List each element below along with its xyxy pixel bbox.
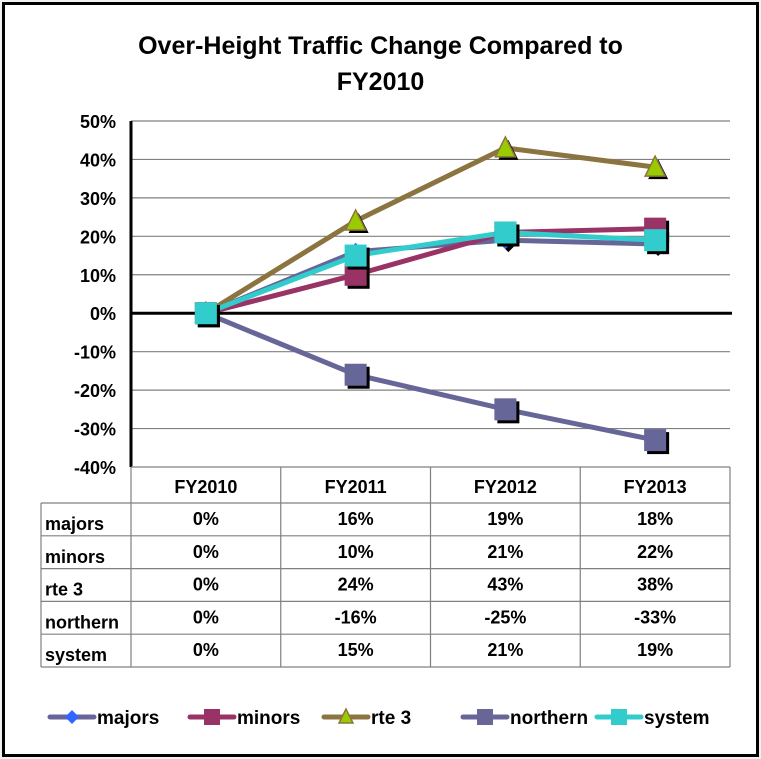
data-point-system-shape (194, 302, 217, 325)
data-point-system-shape (494, 221, 517, 244)
legend-label: northern (510, 708, 588, 729)
legend-marker-majors-icon (65, 710, 79, 724)
legend-marker-rte-3-icon-shape (337, 707, 355, 724)
table-cell: 0% (193, 607, 219, 627)
chart-title-line-2: FY2010 (336, 68, 425, 96)
table-cell: 15% (338, 640, 374, 660)
table-cell: 22% (637, 542, 673, 562)
data-point-system-shape (644, 229, 667, 252)
table-row-label: northern (45, 612, 119, 632)
table-cell: 0% (193, 542, 219, 562)
data-point-rte-3-shape (494, 135, 517, 158)
y-tick-label: 10% (80, 266, 116, 286)
legend-label: majors (97, 708, 159, 729)
legend-marker-system-icon (611, 709, 627, 725)
table-cell: -33% (634, 607, 676, 627)
y-tick-label: 30% (80, 189, 116, 209)
data-point-northern (344, 363, 370, 389)
table-cell: 24% (338, 575, 374, 595)
data-point-northern (494, 398, 520, 424)
series-line-minors (205, 226, 656, 316)
table-row-label: majors (45, 514, 104, 534)
legend-marker-northern-icon (477, 709, 493, 725)
table-cell: -25% (484, 607, 526, 627)
legend-item-minors: minors (187, 708, 300, 729)
data-point-system (494, 221, 520, 247)
legend-label: rte 3 (371, 708, 411, 729)
x-category-label: FY2011 (325, 477, 387, 497)
table-cell: 10% (338, 542, 374, 562)
legend-marker-minors-icon-shape (204, 709, 220, 725)
x-category-label: FY2010 (174, 477, 237, 497)
table-cell: 18% (637, 509, 673, 529)
data-point-system (194, 302, 220, 328)
table-cell: -16% (335, 607, 377, 627)
legend-item-rte-3: rte 3 (321, 707, 411, 729)
chart-title: Over-Height Traffic Change Compared to F… (0, 28, 761, 100)
table-row-label: system (45, 645, 107, 665)
data-point-northern-shape (644, 429, 667, 452)
table-cell: 38% (637, 575, 673, 595)
legend-label: minors (237, 708, 300, 729)
grid-layer (131, 120, 730, 430)
x-category-label: FY2013 (624, 477, 687, 497)
table-row-label: minors (45, 547, 105, 567)
table-cell: 43% (487, 575, 523, 595)
data-point-rte-3-shape (344, 208, 367, 231)
y-tick-label: -20% (74, 381, 116, 401)
data-point-rte-3 (344, 208, 369, 233)
legend-marker-system-icon-shape (611, 709, 627, 725)
series-line-rte-3 (204, 145, 656, 316)
table-cell: 21% (487, 640, 523, 660)
data-point-system (344, 244, 370, 270)
data-point-rte-3-shape (643, 154, 667, 177)
table-cell: 21% (487, 542, 523, 562)
data-point-northern (644, 429, 670, 455)
y-tick-label: 0% (90, 304, 116, 324)
chart-title-line-1: Over-Height Traffic Change Compared to (138, 32, 623, 60)
data-point-northern-shape (344, 363, 367, 386)
legend-item-majors: majors (47, 708, 159, 729)
y-tick-label: -40% (74, 458, 116, 478)
legend-item-northern: northern (460, 708, 588, 729)
data-point-northern-shape (494, 398, 517, 421)
legend-marker-minors-icon (204, 709, 220, 725)
series-layer (194, 135, 670, 455)
data-point-rte-3 (494, 135, 519, 160)
data-point-system (644, 229, 670, 255)
legend-marker-rte-3-icon (337, 707, 355, 724)
y-tick-label: 40% (80, 150, 116, 170)
table-cell: 0% (193, 509, 219, 529)
legend: majors minors rte 3 northern system (47, 707, 710, 729)
legend-label: system (644, 708, 710, 729)
y-tick-label: 50% (80, 112, 116, 132)
table-row-label: rte 3 (45, 580, 83, 600)
table-cell: 19% (637, 640, 673, 660)
legend-marker-majors-icon-shape (65, 710, 79, 724)
legend-marker-northern-icon-shape (477, 709, 493, 725)
table-cell: 0% (193, 640, 219, 660)
table-cell: 19% (487, 509, 523, 529)
y-tick-label: -30% (74, 420, 116, 440)
series-line-system (204, 229, 656, 316)
data-table: FY2010 FY2011 FY2012 FY2013 majors 0% 16% 19% 18… (40, 466, 731, 668)
y-tick-label: 20% (80, 227, 116, 247)
data-point-rte-3 (643, 154, 669, 180)
data-point-system-shape (344, 244, 367, 267)
legend-item-system: system (594, 708, 710, 729)
x-category-label: FY2012 (474, 477, 537, 497)
series-line-northern (204, 310, 656, 443)
axis-layer: 50% 40% 30% 20% 10% 0% -10% -20% -30% -40% (74, 112, 732, 478)
table-cell: 16% (338, 509, 374, 529)
y-tick-label: -10% (74, 343, 116, 363)
table-cell: 0% (193, 575, 219, 595)
